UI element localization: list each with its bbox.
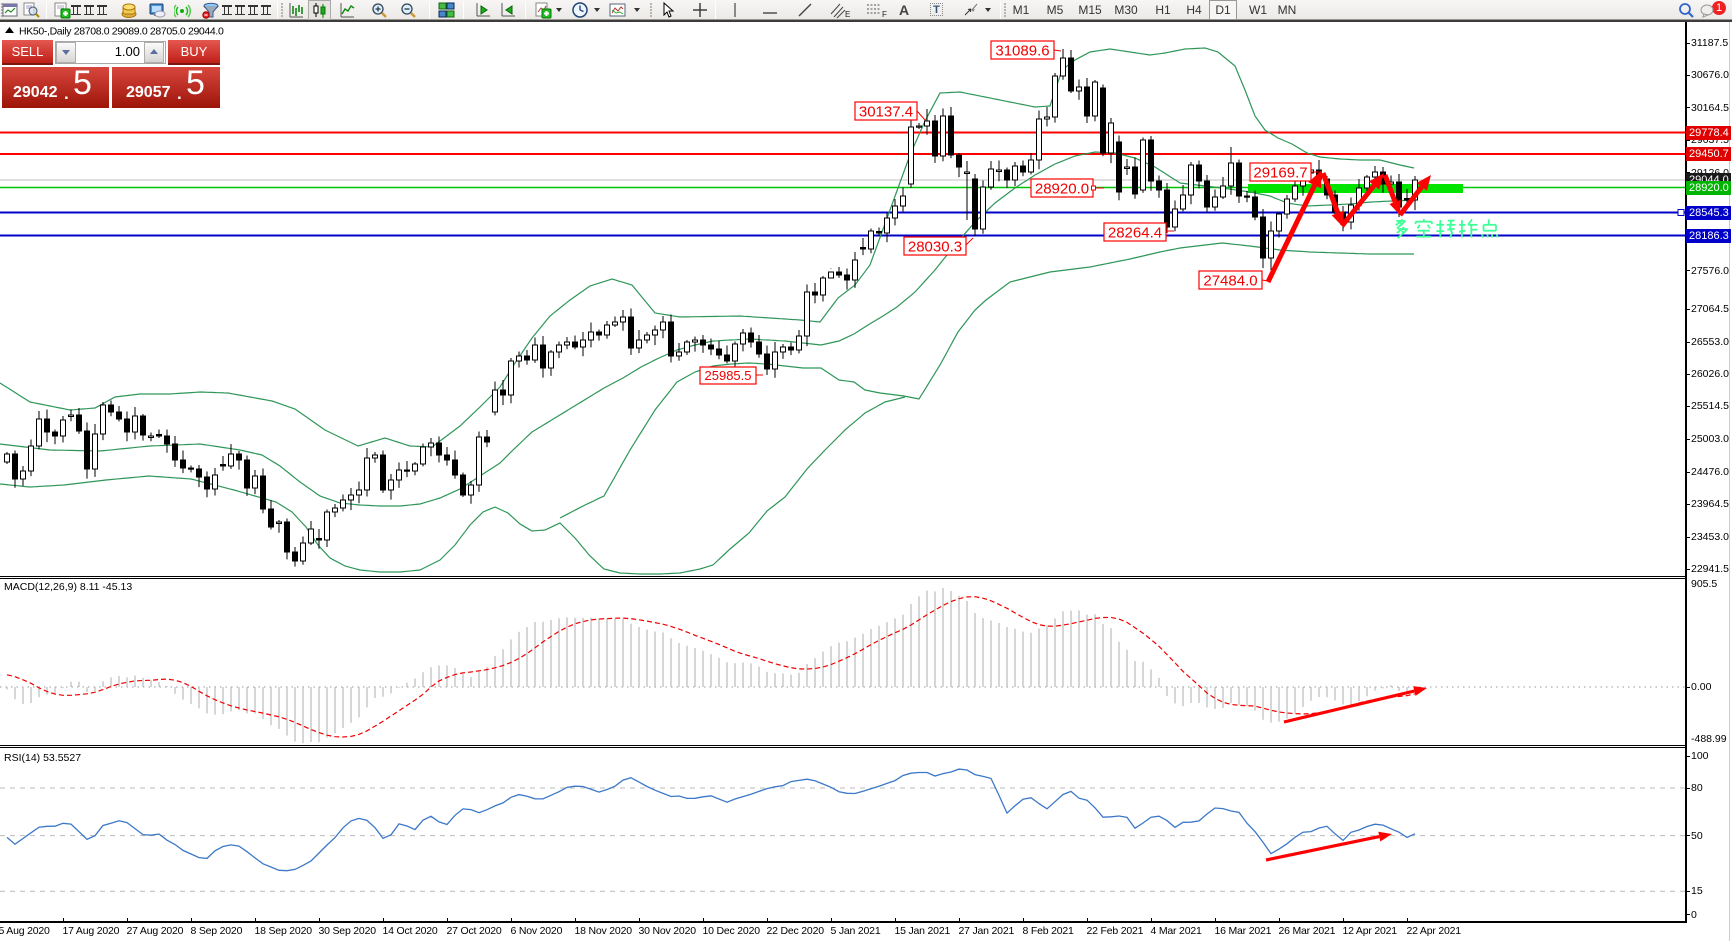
svg-text:28030.3: 28030.3 bbox=[908, 238, 962, 255]
svg-text:RSI(14) 53.5527: RSI(14) 53.5527 bbox=[4, 752, 81, 764]
svg-text:31089.6: 31089.6 bbox=[995, 42, 1049, 59]
svg-text:29169.7: 29169.7 bbox=[1253, 164, 1307, 181]
svg-text:25985.5: 25985.5 bbox=[705, 368, 752, 383]
svg-text:30137.4: 30137.4 bbox=[859, 103, 913, 120]
svg-text:MACD(12,26,9) 8.11 -45.13: MACD(12,26,9) 8.11 -45.13 bbox=[4, 581, 132, 593]
svg-text:28920.0: 28920.0 bbox=[1035, 180, 1089, 197]
svg-text:28264.4: 28264.4 bbox=[1108, 224, 1162, 241]
svg-text:27484.0: 27484.0 bbox=[1203, 272, 1257, 289]
svg-text:HK50-,Daily 28708.0 29089.0 2: HK50-,Daily 28708.0 29089.0 28705.0 2904… bbox=[19, 26, 224, 38]
